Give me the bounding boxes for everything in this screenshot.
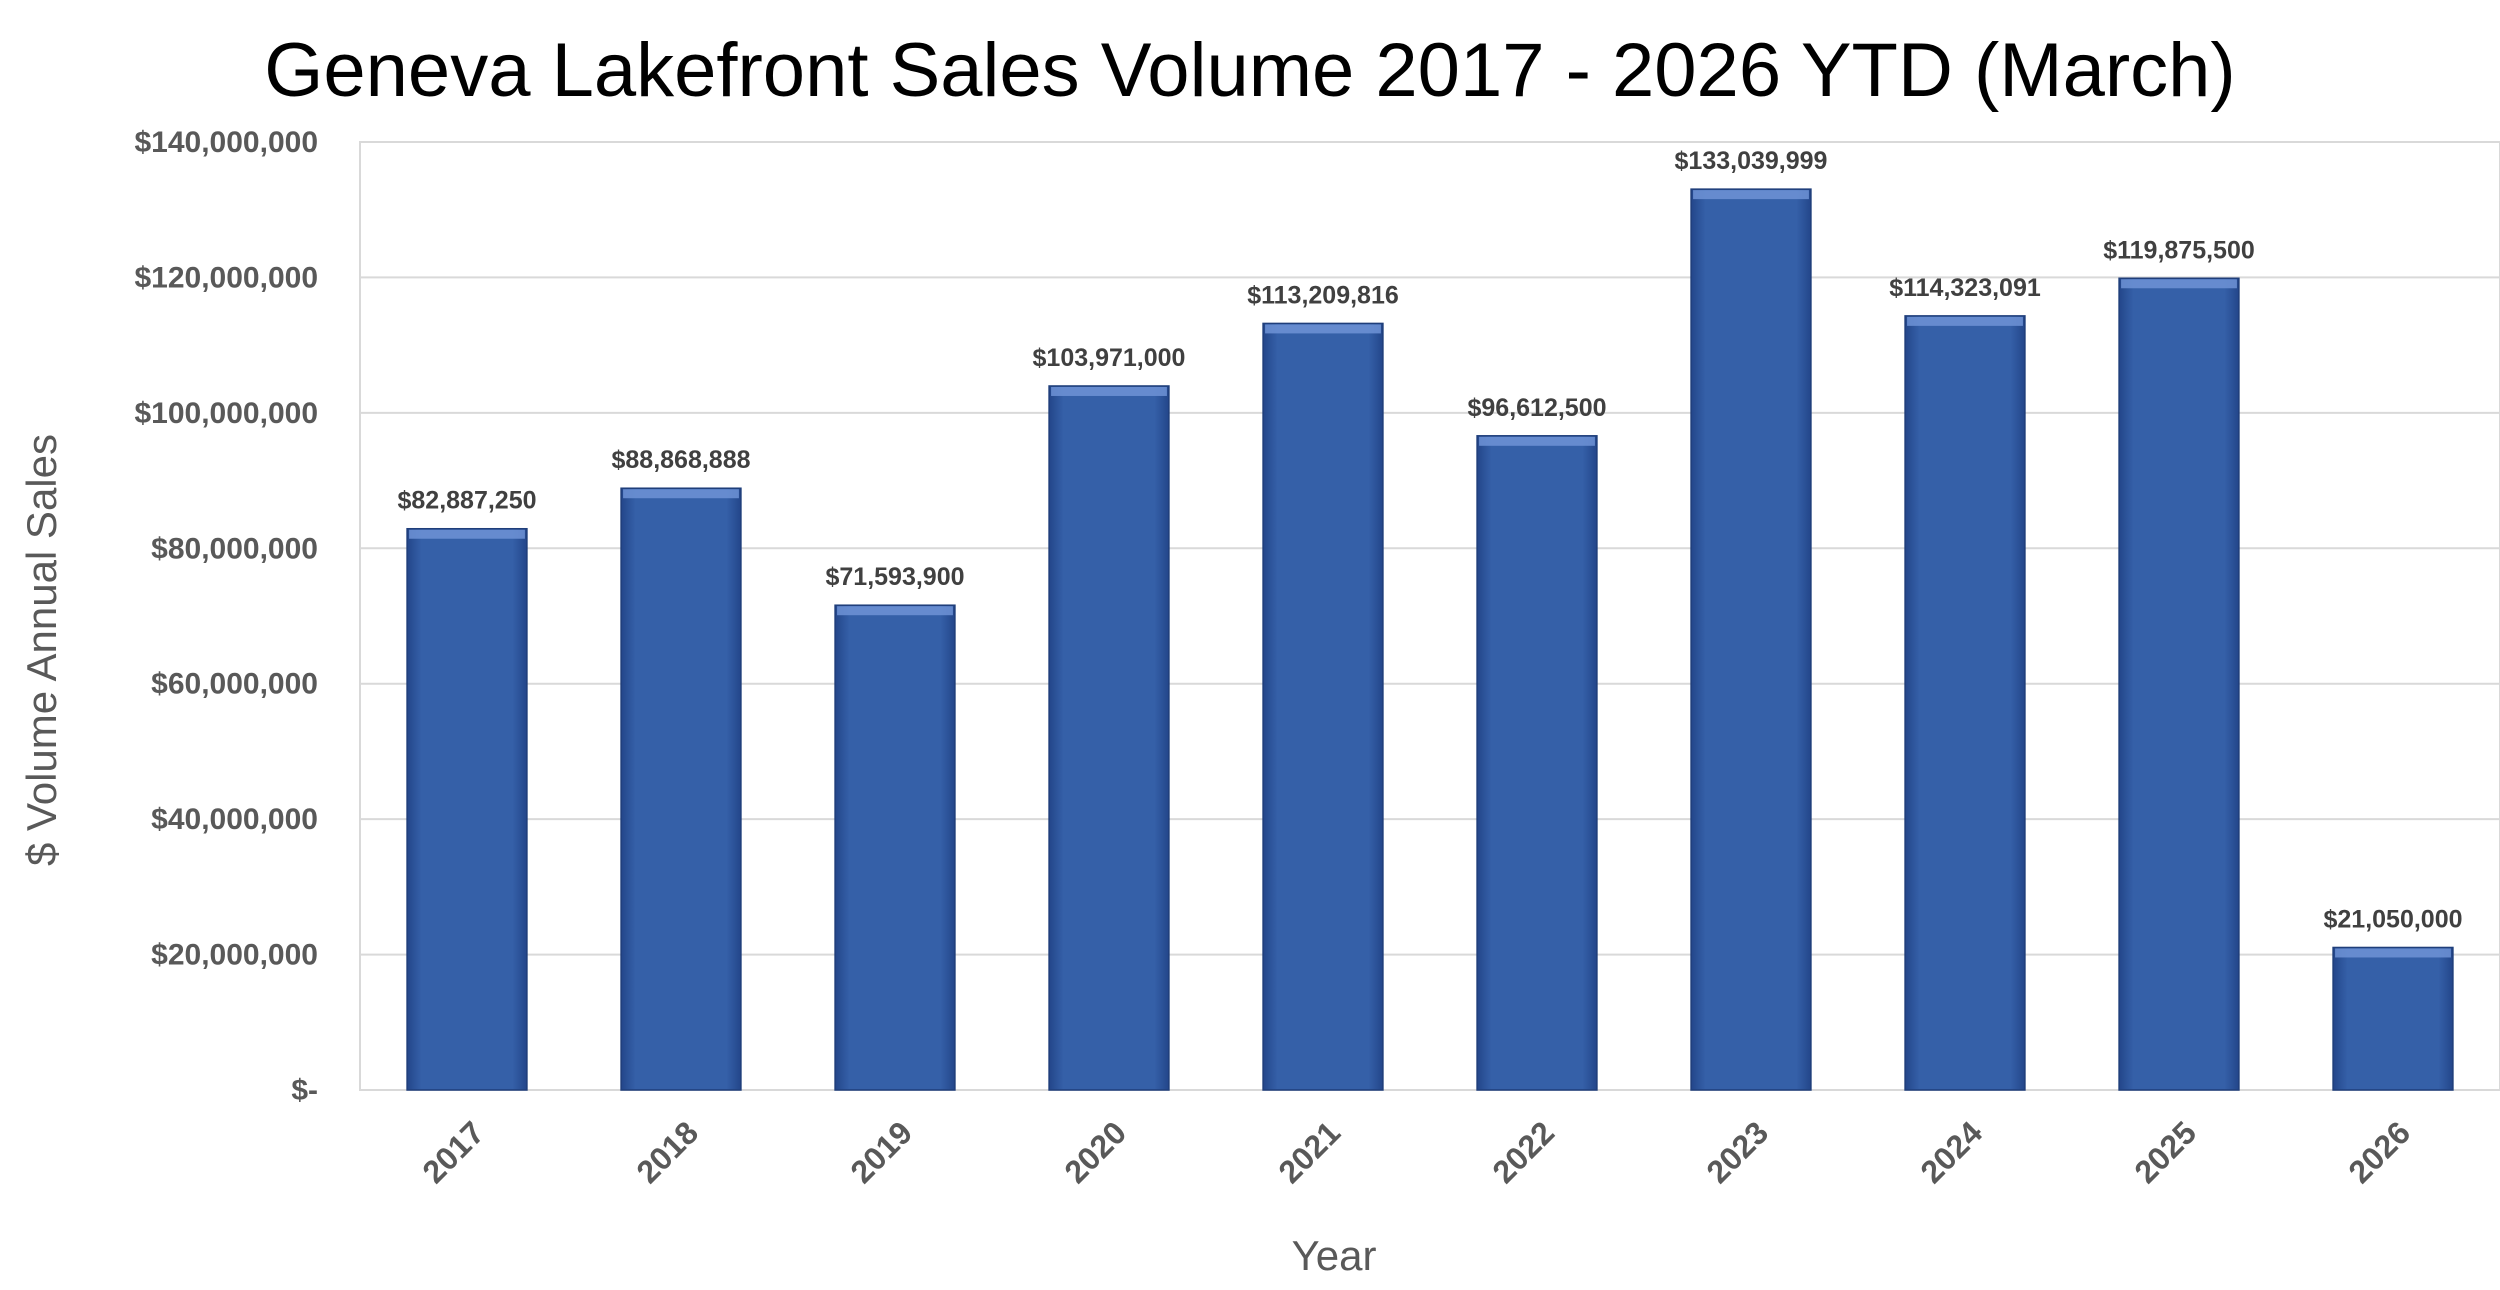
- y-tick-label: $-: [291, 1074, 318, 1107]
- bar-2021: [1262, 322, 1384, 1091]
- y-tick-label: $140,000,000: [134, 126, 318, 159]
- bar-2018: [620, 487, 742, 1091]
- data-label: $103,971,000: [1033, 344, 1186, 372]
- data-label: $114,323,091: [1889, 274, 2041, 302]
- bar-bevel: [1051, 386, 1167, 396]
- bar-2025: [2118, 277, 2240, 1091]
- y-axis: $- $20,000,000 $40,000,000 $60,000,000 $80,0…: [134, 126, 318, 1107]
- bar-bevel: [1907, 316, 2023, 326]
- bar-body: [1476, 435, 1598, 1091]
- y-axis-title: $ Volume Annual Sales: [18, 434, 65, 866]
- y-tick-label: $120,000,000: [134, 261, 318, 294]
- bar-bevel: [2121, 279, 2237, 289]
- x-tick-label: 2019: [843, 1114, 919, 1190]
- chart-title: Geneva Lakefront Sales Volume 2017 - 202…: [264, 28, 2235, 113]
- x-tick-label: 2023: [1699, 1114, 1775, 1190]
- data-label: $71,593,900: [825, 563, 964, 591]
- data-label: $96,612,500: [1467, 394, 1606, 422]
- data-label: $133,039,999: [1675, 147, 1828, 175]
- bar-body: [1048, 385, 1170, 1091]
- y-tick-label: $20,000,000: [151, 939, 318, 972]
- data-label: $82,887,250: [397, 487, 536, 515]
- bar-body: [2332, 946, 2454, 1091]
- bar-body: [834, 604, 956, 1091]
- bar-2026: [2332, 946, 2454, 1091]
- plot-area-border: [359, 141, 2500, 1091]
- data-label: $113,209,816: [1247, 281, 1399, 309]
- x-tick-label: 2025: [2127, 1114, 2203, 1190]
- bar-2023: [1690, 188, 1812, 1091]
- x-tick-label: 2024: [1913, 1114, 1989, 1190]
- x-tick-label: 2026: [2341, 1114, 2417, 1190]
- bar-bevel: [409, 529, 525, 539]
- x-tick-label: 2017: [415, 1114, 491, 1190]
- x-axis: 2017 2018 2019 2020 2021 2022 2023 2024 2025 2026: [415, 1114, 2417, 1190]
- y-tick-label: $80,000,000: [151, 532, 318, 565]
- x-axis-title: Year: [1292, 1232, 1377, 1279]
- data-label: $21,050,000: [2323, 905, 2462, 933]
- bar-bevel: [2335, 948, 2451, 958]
- bar-2024: [1904, 315, 2026, 1091]
- bar-body: [1904, 315, 2026, 1091]
- data-label: $88,868,888: [611, 446, 750, 474]
- bar-body: [406, 527, 528, 1091]
- x-tick-label: 2021: [1271, 1114, 1347, 1190]
- bar-2019: [834, 604, 956, 1091]
- x-tick-label: 2022: [1485, 1114, 1561, 1190]
- bar-bevel: [1265, 324, 1381, 334]
- y-tick-label: $100,000,000: [134, 397, 318, 430]
- bar-bevel: [1479, 436, 1595, 446]
- y-tick-label: $60,000,000: [151, 668, 318, 701]
- bar-body: [1262, 322, 1384, 1091]
- bar-body: [2118, 277, 2240, 1091]
- x-tick-label: 2018: [629, 1114, 705, 1190]
- data-label: $119,875,500: [2103, 236, 2255, 264]
- y-tick-label: $40,000,000: [151, 803, 318, 836]
- bar-body: [620, 487, 742, 1091]
- x-tick-label: 2020: [1057, 1114, 1133, 1190]
- bar-2017: [406, 527, 528, 1091]
- bars: [406, 188, 2454, 1091]
- bar-2020: [1048, 385, 1170, 1091]
- bar-body: [1690, 188, 1812, 1091]
- bar-bevel: [837, 606, 953, 616]
- bar-bevel: [623, 489, 739, 499]
- bar-2022: [1476, 435, 1598, 1091]
- bar-bevel: [1693, 190, 1809, 200]
- data-labels: $82,887,250 $88,868,888 $71,593,900 $103,97…: [397, 147, 2462, 933]
